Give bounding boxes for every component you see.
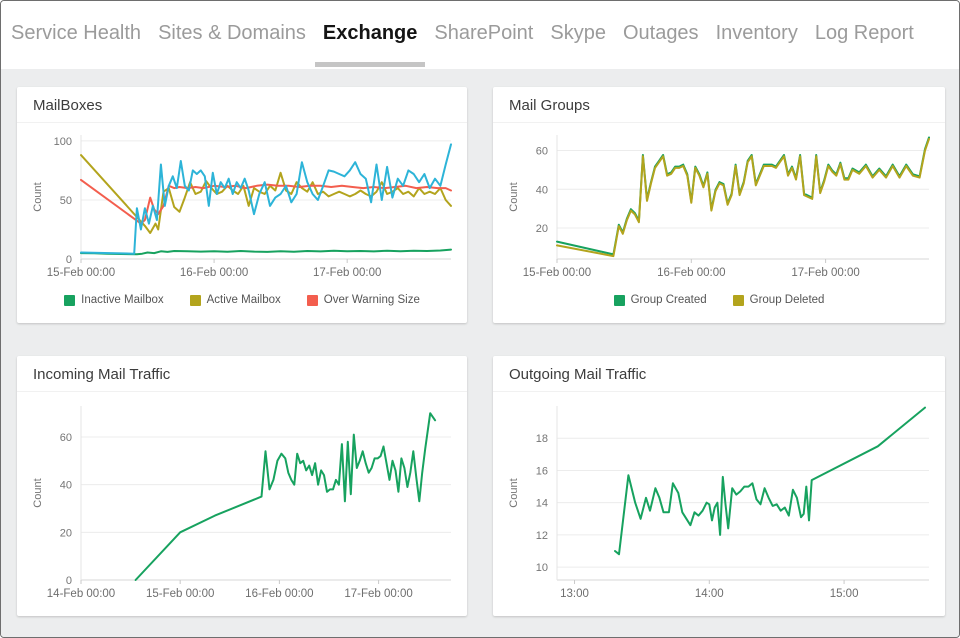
mailboxes-chart[interactable]: 0 50 100 15-Feb 00:00 16-Feb 00:00 17-Feb 00:…	[17, 127, 467, 285]
legend-label: Inactive Mailbox	[81, 294, 164, 306]
svg-text:Count: Count	[508, 478, 520, 507]
svg-text:17-Feb 00:00: 17-Feb 00:00	[791, 267, 859, 279]
legend-item-active-mailbox[interactable]: Active Mailbox	[189, 294, 281, 306]
tab-bar: Service Health Sites & Domains Exchange Sha…	[1, 1, 959, 69]
svg-text:Count: Count	[508, 182, 520, 211]
mailboxes-legend: Inactive Mailbox Active Mailbox Over Warni…	[17, 285, 467, 306]
chart-canvas: 0 20 40 60 14-Feb 00:00 15-Feb 00:00 16-Feb 00…	[32, 406, 451, 600]
mail-groups-panel-title: Mail Groups	[493, 87, 945, 123]
svg-text:20: 20	[60, 527, 72, 539]
tab-sites-domains[interactable]: Sites & Domains	[158, 21, 306, 44]
svg-text:40: 40	[60, 480, 72, 492]
tab-inventory[interactable]: Inventory	[715, 21, 798, 44]
mailboxes-panel-title: MailBoxes	[17, 87, 467, 123]
svg-text:0: 0	[66, 254, 72, 266]
legend-swatch-icon	[64, 294, 76, 306]
svg-text:15-Feb 00:00: 15-Feb 00:00	[523, 267, 591, 279]
svg-text:20: 20	[536, 223, 548, 235]
tab-sharepoint[interactable]: SharePoint	[434, 21, 534, 44]
legend-swatch-icon	[613, 294, 625, 306]
svg-text:15-Feb 00:00: 15-Feb 00:00	[47, 267, 115, 279]
tab-service-health[interactable]: Service Health	[11, 21, 142, 44]
svg-text:16-Feb 00:00: 16-Feb 00:00	[657, 267, 725, 279]
svg-text:14: 14	[536, 498, 548, 510]
svg-text:Count: Count	[32, 478, 44, 507]
svg-text:40: 40	[536, 184, 548, 196]
svg-text:16-Feb 00:00: 16-Feb 00:00	[180, 267, 248, 279]
outgoing-mail-traffic-panel: Outgoing Mail Traffic 10 12 14 16 18 13:00 14:…	[493, 356, 945, 616]
tab-skype[interactable]: Skype	[550, 21, 606, 44]
chart-canvas: 0 50 100 15-Feb 00:00 16-Feb 00:00 17-Feb 00:…	[32, 135, 452, 279]
incoming-mail-traffic-panel-title: Incoming Mail Traffic	[17, 356, 467, 392]
chart-canvas: 10 12 14 16 18 13:00 14:00 15:00 Count	[508, 406, 929, 600]
legend-item-group-deleted[interactable]: Group Deleted	[732, 294, 825, 306]
svg-text:15:00: 15:00	[830, 588, 859, 600]
tab-log-report[interactable]: Log Report	[814, 21, 914, 44]
legend-item-group-created[interactable]: Group Created	[613, 294, 707, 306]
svg-text:17-Feb 00:00: 17-Feb 00:00	[344, 588, 412, 600]
svg-text:100: 100	[54, 136, 72, 148]
legend-swatch-icon	[189, 294, 201, 306]
legend-label: Active Mailbox	[206, 294, 281, 306]
svg-text:14:00: 14:00	[695, 588, 724, 600]
svg-text:Count: Count	[32, 182, 44, 211]
svg-text:0: 0	[66, 575, 72, 587]
dashboard-grid: MailBoxes 0 50 100 15-Feb 00:00 16-Feb 00:00…	[1, 69, 959, 637]
legend-swatch-icon	[306, 294, 318, 306]
svg-text:13:00: 13:00	[560, 588, 589, 600]
outgoing-mail-traffic-panel-title: Outgoing Mail Traffic	[493, 356, 945, 392]
legend-label: Over Warning Size	[323, 294, 420, 306]
mail-groups-panel: Mail Groups 20 40 60 15-Feb 00:00 16-Feb 00:…	[493, 87, 945, 323]
legend-label: Group Created	[630, 294, 707, 306]
active-tab-underline	[314, 61, 426, 67]
incoming-mail-traffic-chart[interactable]: 0 20 40 60 14-Feb 00:00 15-Feb 00:00 16-Feb 00…	[17, 398, 467, 606]
svg-text:50: 50	[60, 195, 72, 207]
mail-groups-chart[interactable]: 20 40 60 15-Feb 00:00 16-Feb 00:00 17-Feb 00:…	[493, 127, 945, 285]
mailboxes-panel: MailBoxes 0 50 100 15-Feb 00:00 16-Feb 00:00…	[17, 87, 467, 323]
chart-canvas: 20 40 60 15-Feb 00:00 16-Feb 00:00 17-Feb 00:…	[508, 135, 930, 279]
svg-text:60: 60	[536, 146, 548, 158]
outgoing-mail-traffic-chart[interactable]: 10 12 14 16 18 13:00 14:00 15:00 Count	[493, 398, 945, 606]
svg-text:16: 16	[536, 465, 548, 477]
legend-label: Group Deleted	[749, 294, 825, 306]
svg-text:18: 18	[536, 433, 548, 445]
tab-exchange[interactable]: Exchange	[314, 4, 426, 67]
svg-text:16-Feb 00:00: 16-Feb 00:00	[245, 588, 313, 600]
svg-text:10: 10	[536, 562, 548, 574]
svg-text:12: 12	[536, 530, 548, 542]
svg-text:14-Feb 00:00: 14-Feb 00:00	[47, 588, 115, 600]
svg-text:60: 60	[60, 432, 72, 444]
svg-text:15-Feb 00:00: 15-Feb 00:00	[146, 588, 214, 600]
legend-swatch-icon	[732, 294, 744, 306]
tab-outages[interactable]: Outages	[622, 21, 699, 44]
mail-groups-legend: Group Created Group Deleted	[493, 285, 945, 306]
legend-item-inactive-mailbox[interactable]: Inactive Mailbox	[64, 294, 164, 306]
incoming-mail-traffic-panel: Incoming Mail Traffic 0 20 40 60 14-Feb 00:0…	[17, 356, 467, 616]
svg-text:17-Feb 00:00: 17-Feb 00:00	[313, 267, 381, 279]
legend-item-over-warning-size[interactable]: Over Warning Size	[306, 294, 420, 306]
